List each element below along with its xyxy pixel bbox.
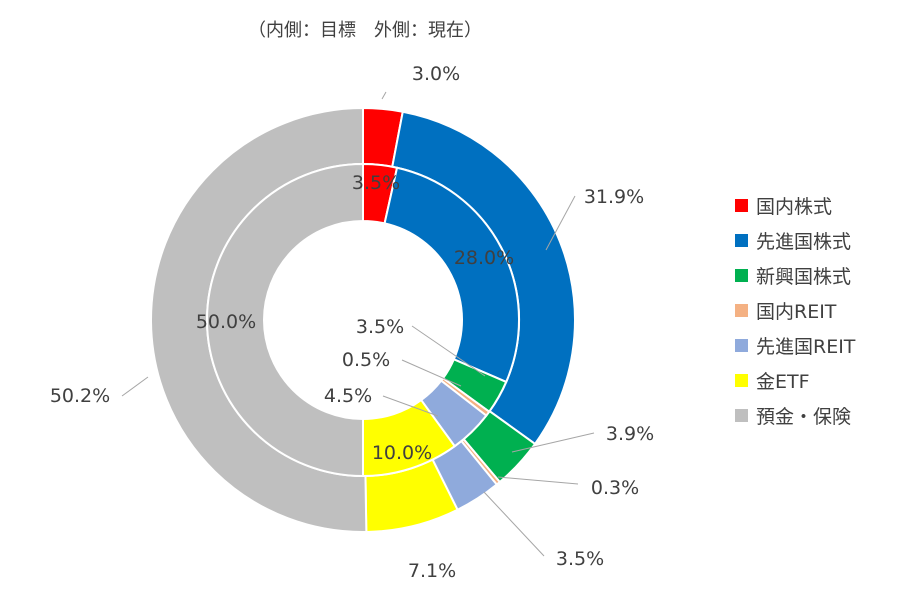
outer-data-label-gold-etf: 7.1% [408, 560, 456, 582]
legend-item-developed-reit: 先進国REIT [735, 328, 855, 363]
inner-data-label-emerging-stock: 3.5% [356, 316, 404, 338]
legend-label: 先進国株式 [756, 231, 852, 253]
inner-data-label-deposit-insurance: 50.0% [196, 311, 256, 333]
slices-layer [150, 106, 576, 533]
legend-label: 新興国株式 [756, 266, 852, 288]
legend-label: 金ETF [756, 371, 810, 393]
outer-leader-line-domestic-reit [497, 476, 579, 485]
legend-swatch [735, 374, 748, 387]
inner-data-label-domestic-reit: 0.5% [342, 349, 390, 371]
legend-swatch [735, 339, 748, 352]
outer-data-label-domestic-reit: 0.3% [591, 477, 639, 499]
legend-swatch [735, 409, 748, 422]
legend-item-emerging-stock: 新興国株式 [735, 258, 855, 293]
legend: 国内株式先進国株式新興国株式国内REIT 先進国REIT 金ETF 預金・保険 [735, 188, 855, 433]
chart-title: （内側：目標 外側：現在） [248, 20, 482, 41]
inner-slice-deposit-insurance [206, 162, 364, 478]
legend-label: 国内REIT [756, 301, 837, 323]
leader-lines-layer [121, 91, 595, 557]
legend-item-gold-etf: 金ETF [735, 363, 855, 398]
inner-leader-line-developed-reit [382, 395, 439, 417]
outer-data-label-developed-reit: 3.5% [556, 548, 604, 570]
legend-label: 預金・保険 [756, 406, 852, 428]
outer-leader-line-developed-stock [545, 195, 576, 251]
legend-item-developed-stock: 先進国株式 [735, 223, 855, 258]
inner-data-label-domestic-stock: 3.5% [352, 172, 400, 194]
legend-item-domestic-stock: 国内株式 [735, 188, 855, 223]
data-labels-layer: 3.0% 31.9% 3.9% 0.3% 3.5% 7.1% 50.2% 3.5% 28.0% 3… [50, 63, 654, 582]
outer-leader-line-developed-reit [483, 491, 545, 557]
legend-swatch [735, 269, 748, 282]
legend-swatch [735, 199, 748, 212]
outer-data-label-deposit-insurance: 50.2% [50, 385, 110, 407]
legend-label: 先進国REIT [756, 336, 856, 358]
legend-item-deposit-insurance: 預金・保険 [735, 398, 855, 433]
inner-leader-line-emerging-stock [411, 325, 486, 377]
outer-data-label-emerging-stock: 3.9% [606, 423, 654, 445]
outer-leader-line-deposit-insurance [121, 376, 149, 397]
legend-item-domestic-reit: 国内REIT [735, 293, 855, 328]
inner-data-label-developed-stock: 28.0% [454, 247, 514, 269]
inner-data-label-gold-etf: 10.0% [372, 442, 432, 464]
outer-data-label-domestic-stock: 3.0% [412, 63, 460, 85]
legend-swatch [735, 234, 748, 247]
legend-swatch [735, 304, 748, 317]
inner-data-label-developed-reit: 4.5% [324, 385, 372, 407]
outer-data-label-developed-stock: 31.9% [584, 186, 644, 208]
inner-leader-line-domestic-reit [401, 359, 462, 387]
legend-label: 国内株式 [756, 196, 833, 218]
inner-slice-developed-stock [383, 166, 520, 384]
outer-leader-line-emerging-stock [511, 432, 595, 453]
outer-leader-line-domestic-stock [381, 91, 387, 100]
